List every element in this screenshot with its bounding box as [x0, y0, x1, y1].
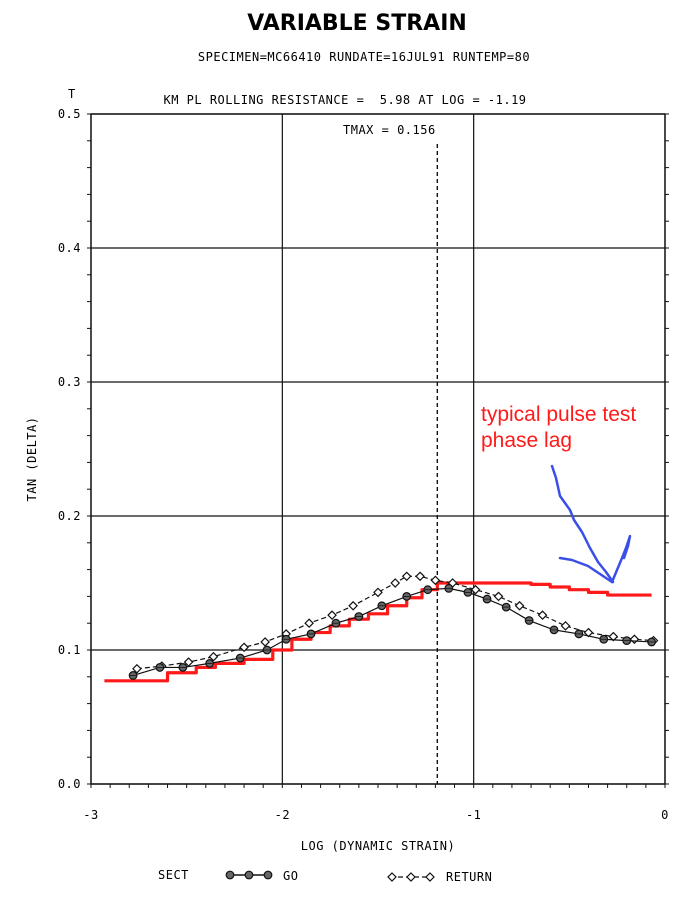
series-return-point — [470, 584, 481, 595]
y-tick-label: 0.5 — [58, 107, 81, 121]
legend-label-return: RETURN — [446, 870, 492, 884]
x-tick-label: -1 — [466, 808, 481, 822]
series-return-point — [373, 587, 383, 598]
annotation-line-2: phase lag — [481, 429, 572, 452]
arrow-shaft — [550, 464, 615, 584]
legend-label-go: GO — [283, 869, 298, 883]
y-tick-label: 0.3 — [58, 375, 81, 389]
y-axis-label: TAN (DELTA) — [25, 417, 39, 502]
legend-return-marker — [406, 872, 416, 882]
legend: SECT GO RETURN — [158, 868, 492, 884]
x-axis-label: LOG (DYNAMIC STRAIN) — [301, 839, 456, 853]
chart-subtitle: SPECIMEN=MC66410 RUNDATE=16JUL91 RUNTEMP… — [198, 50, 530, 64]
y-tick-label: 0.2 — [58, 509, 81, 523]
header-line: KM PL ROLLING RESISTANCE = 5.98 AT LOG =… — [163, 93, 526, 107]
y-tick-label: 0.1 — [58, 643, 81, 657]
series-return-point — [327, 610, 337, 621]
legend-prefix: SECT — [158, 868, 189, 882]
annotation-line-1: typical pulse test — [481, 403, 636, 426]
series-return-point — [348, 600, 358, 611]
series-return-point — [260, 637, 270, 647]
arrow-head-right — [610, 534, 632, 584]
series-return-point — [208, 651, 219, 662]
series-return-point — [401, 571, 412, 582]
legend-item-return — [387, 872, 435, 882]
series-return-point — [629, 634, 640, 645]
x-tick-label: -2 — [275, 808, 290, 822]
legend-item-go — [225, 870, 273, 880]
series-return-point — [608, 631, 619, 642]
tmax-label: TMAX = 0.156 — [343, 123, 436, 137]
series-return-point — [430, 575, 441, 586]
series-return-point — [304, 618, 314, 629]
x-tick-label: 0 — [661, 808, 669, 822]
legend-go-marker — [263, 870, 273, 880]
annotation-red-curve — [104, 581, 652, 683]
legend-return-marker — [387, 872, 397, 882]
arrow-head-left — [558, 556, 614, 584]
series-return-point — [390, 578, 401, 588]
legend-return-marker — [425, 872, 435, 882]
legend-go-marker — [244, 870, 254, 880]
series-return-point — [415, 571, 425, 582]
y-tick-label: 0.0 — [58, 777, 81, 791]
series-return-point — [493, 591, 504, 602]
series-return-point — [239, 642, 249, 653]
series-return-point — [537, 610, 548, 621]
chart-title: VARIABLE STRAIN — [247, 11, 467, 36]
plot-frame — [90, 113, 666, 785]
y-tick-label: 0.4 — [58, 241, 81, 255]
plot-area: 0.0 0.1 0.2 0.3 0.4 0.5 -3 -2 -1 0 — [58, 107, 669, 822]
series-return-point — [514, 600, 525, 611]
x-tick-label: -3 — [83, 808, 98, 822]
series-return-point — [560, 621, 571, 631]
series-return-point — [132, 663, 142, 674]
corner-label: T — [68, 87, 76, 101]
annotation-arrow — [550, 464, 632, 584]
legend-go-marker — [225, 870, 235, 880]
